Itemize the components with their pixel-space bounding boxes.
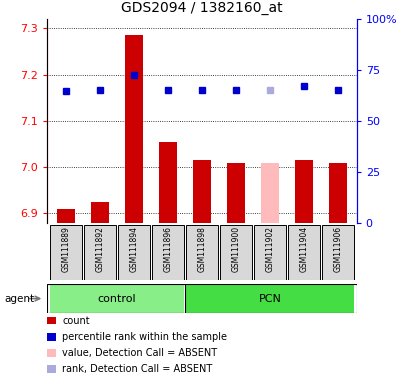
Text: count: count: [62, 316, 90, 326]
Bar: [192, 160, 211, 223]
Bar: [185, 225, 218, 280]
Bar: [49, 225, 82, 280]
Bar: [226, 162, 245, 223]
Bar: [83, 225, 116, 280]
Bar: [219, 225, 252, 280]
Bar: [56, 209, 75, 223]
Text: GSM111896: GSM111896: [163, 226, 172, 272]
Bar: [287, 225, 319, 280]
Bar: [321, 225, 353, 280]
Bar: [49, 284, 184, 313]
Text: agent: agent: [4, 293, 34, 304]
Title: GDS2094 / 1382160_at: GDS2094 / 1382160_at: [121, 2, 282, 15]
Text: GSM111900: GSM111900: [231, 226, 240, 272]
Bar: [185, 284, 353, 313]
Bar: [328, 162, 346, 223]
Text: percentile rank within the sample: percentile rank within the sample: [62, 332, 227, 342]
Text: control: control: [97, 293, 136, 304]
Text: GSM111892: GSM111892: [95, 226, 104, 272]
Text: GSM111902: GSM111902: [265, 226, 274, 272]
Text: GSM111906: GSM111906: [333, 226, 342, 272]
Text: GSM111889: GSM111889: [61, 226, 70, 272]
Bar: [124, 35, 143, 223]
Bar: [158, 142, 177, 223]
Bar: [253, 225, 285, 280]
Text: rank, Detection Call = ABSENT: rank, Detection Call = ABSENT: [62, 364, 212, 374]
Bar: [90, 202, 109, 223]
Bar: [260, 162, 279, 223]
Text: GSM111894: GSM111894: [129, 226, 138, 272]
Bar: [294, 160, 312, 223]
Text: GSM111898: GSM111898: [197, 226, 206, 272]
Bar: [151, 225, 184, 280]
Text: PCN: PCN: [258, 293, 281, 304]
Bar: [117, 225, 150, 280]
Text: GSM111904: GSM111904: [299, 226, 308, 272]
Text: value, Detection Call = ABSENT: value, Detection Call = ABSENT: [62, 348, 217, 358]
